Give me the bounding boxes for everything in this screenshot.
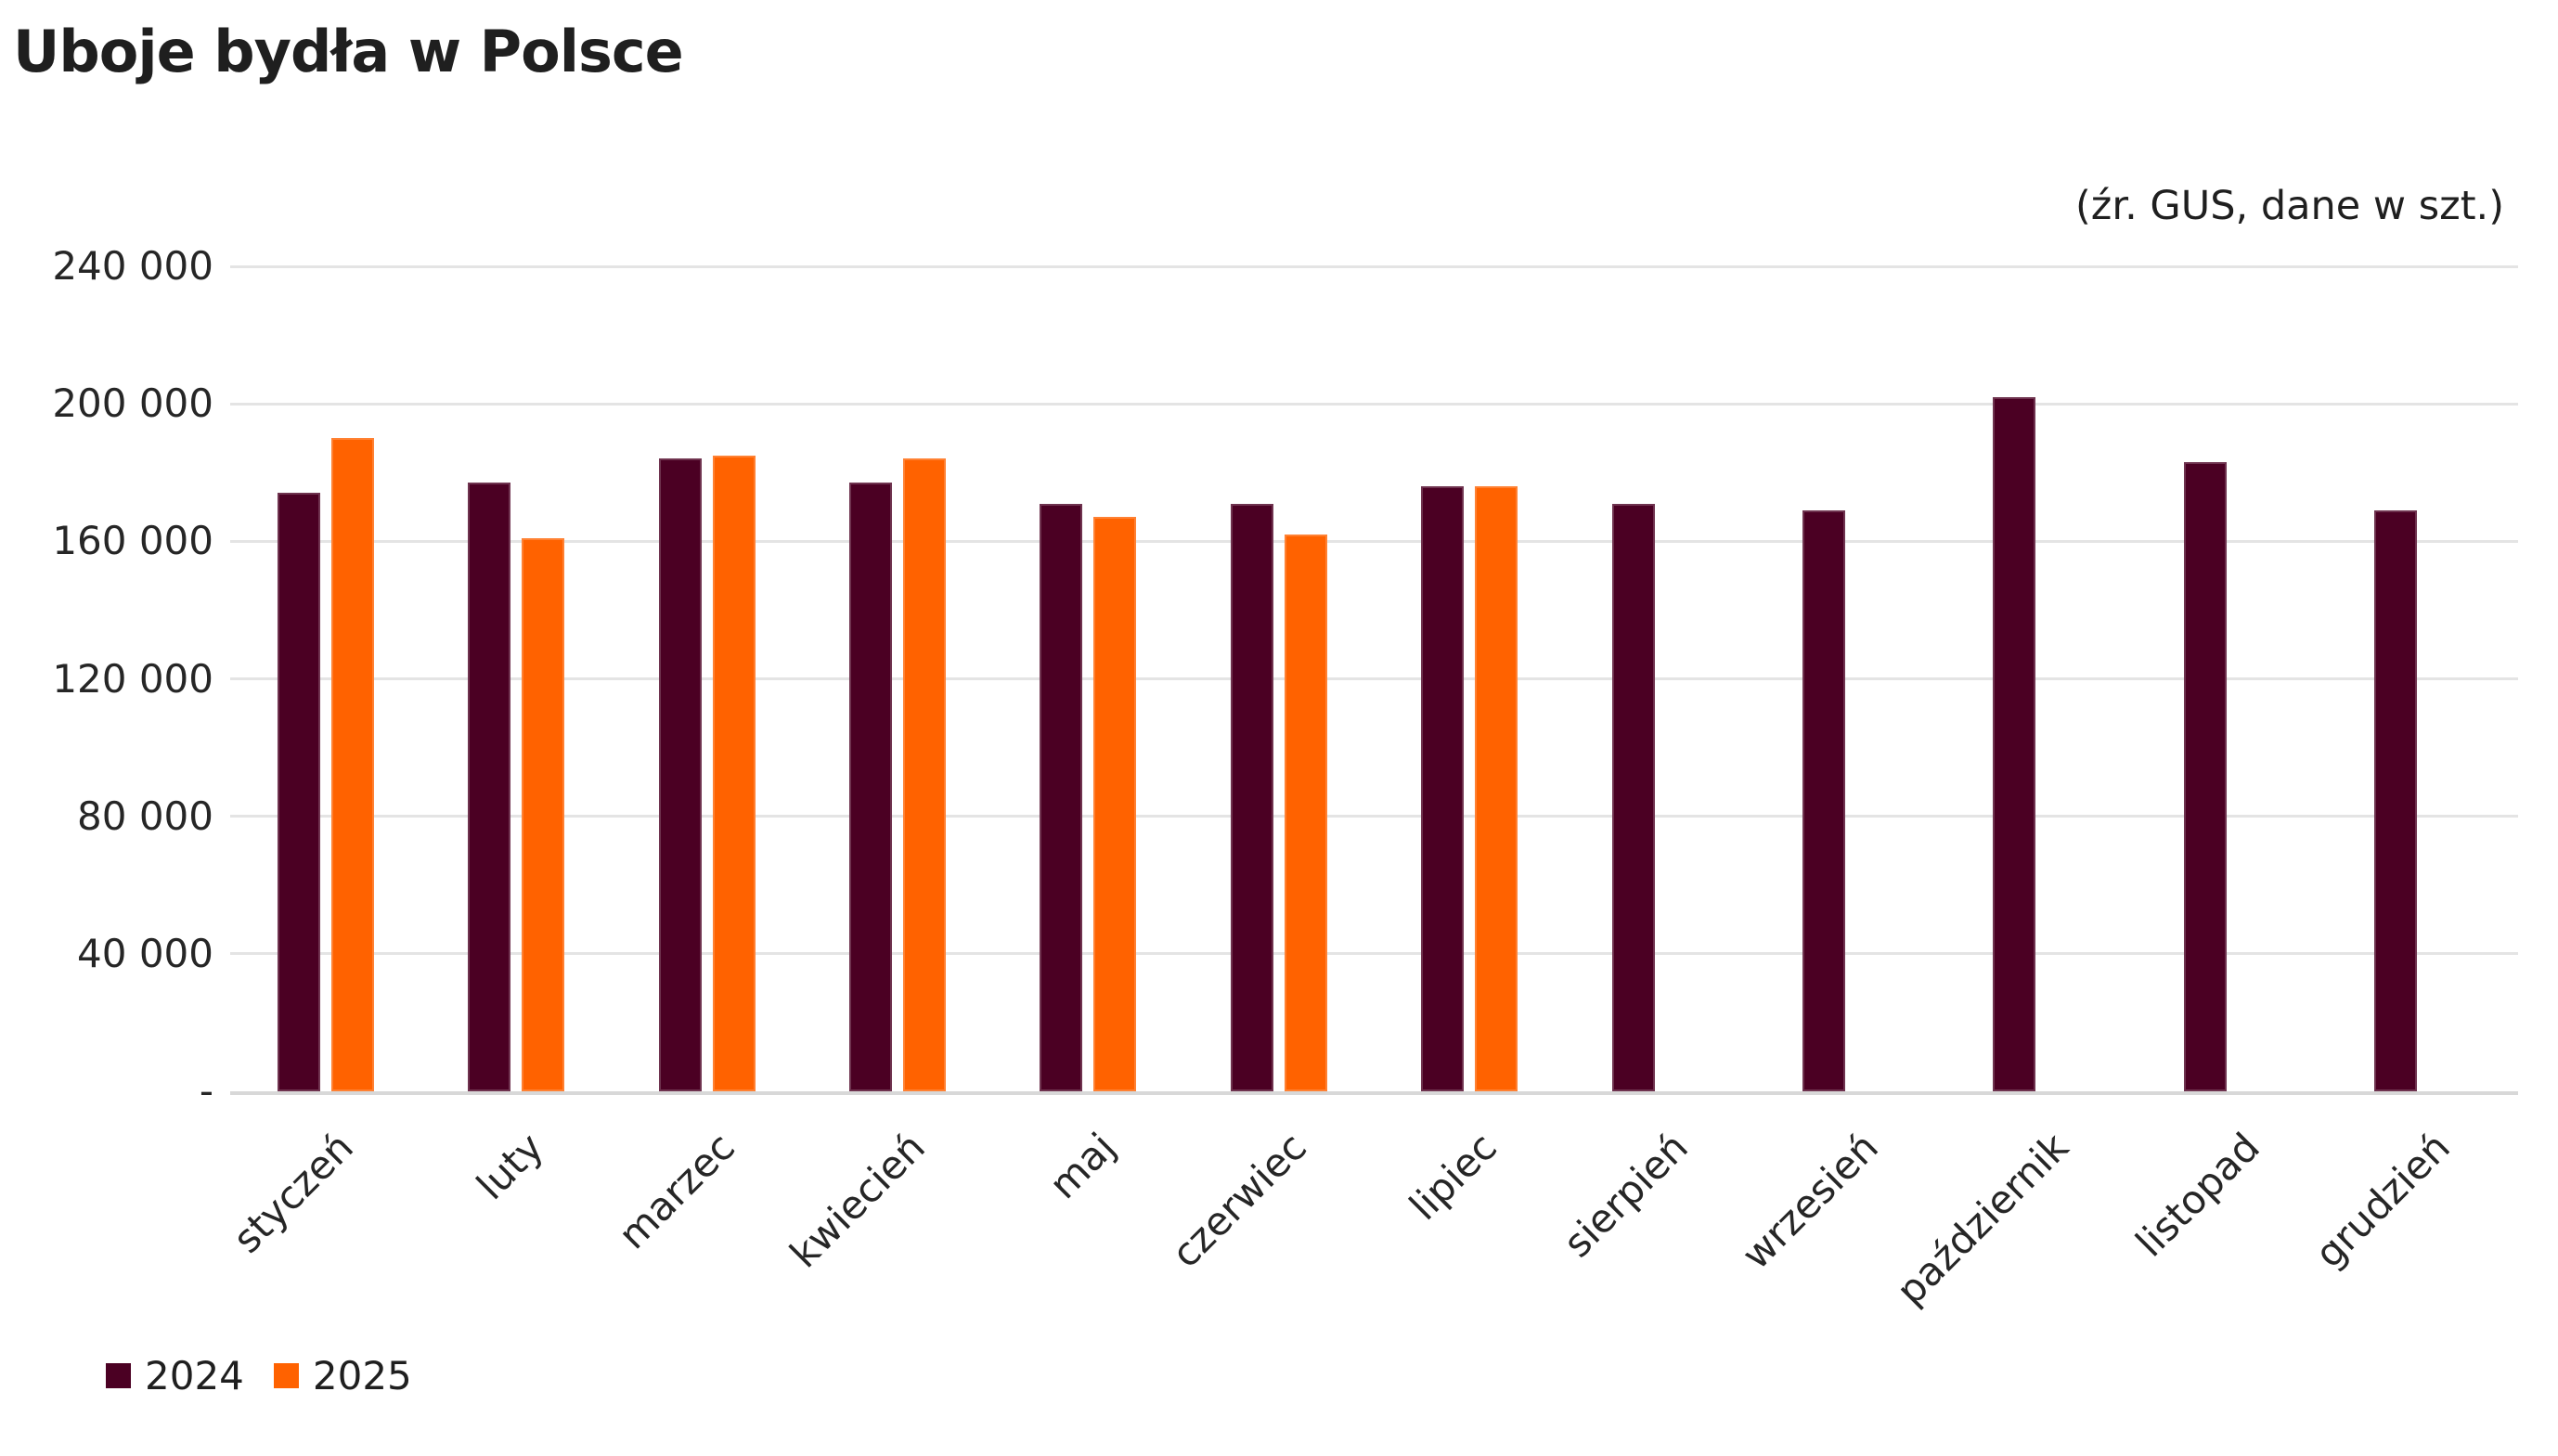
bar-2024-maj [1040,504,1082,1091]
source-note: (źr. GUS, dane w szt.) [2075,183,2504,229]
y-axis-tick-label: 200 000 [52,380,213,426]
y-axis-tick-label: 160 000 [52,518,213,563]
bar-2025-maj [1093,517,1136,1091]
bar-2024-sierpień [1612,504,1655,1091]
legend-swatch-icon [273,1363,299,1388]
x-axis-line [230,1091,2518,1095]
legend-item-2024: 2024 [106,1353,244,1398]
y-axis-tick-label: - [199,1068,213,1114]
bar-2024-czerwiec [1231,504,1273,1091]
bar-2024-kwiecień [849,483,892,1091]
bar-2025-marzec [713,456,756,1091]
y-axis-tick-label: 120 000 [52,656,213,702]
bar-2025-lipiec [1475,486,1518,1091]
bar-2024-grudzień [2374,510,2417,1091]
gridline [230,952,2518,955]
gridline [230,677,2518,680]
bar-2025-luty [522,538,564,1091]
bar-2024-luty [468,483,510,1091]
bar-2024-lipiec [1421,486,1464,1091]
legend-item-2025: 2025 [273,1353,412,1398]
y-axis-tick-label: 80 000 [77,793,213,839]
bar-2024-wrzesień [1802,510,1845,1091]
gridline [230,540,2518,543]
bar-2024-październik [1993,397,2035,1091]
bar-2025-kwiecień [903,458,946,1091]
bar-2024-listopad [2184,462,2227,1091]
bar-2024-styczeń [278,493,320,1091]
y-axis-tick-label: 240 000 [52,243,213,289]
legend-swatch-icon [106,1363,131,1388]
gridline [230,265,2518,268]
y-axis-tick-label: 40 000 [77,931,213,976]
legend-label: 2025 [312,1353,412,1398]
legend-label: 2024 [145,1353,244,1398]
gridline [230,403,2518,406]
bar-2025-czerwiec [1285,535,1327,1091]
bar-2024-marzec [659,458,702,1091]
gridline [230,815,2518,818]
legend: 2024 2025 [106,1353,412,1398]
bar-2025-styczeń [331,438,374,1091]
chart-title: Uboje bydła w Polsce [13,18,684,85]
